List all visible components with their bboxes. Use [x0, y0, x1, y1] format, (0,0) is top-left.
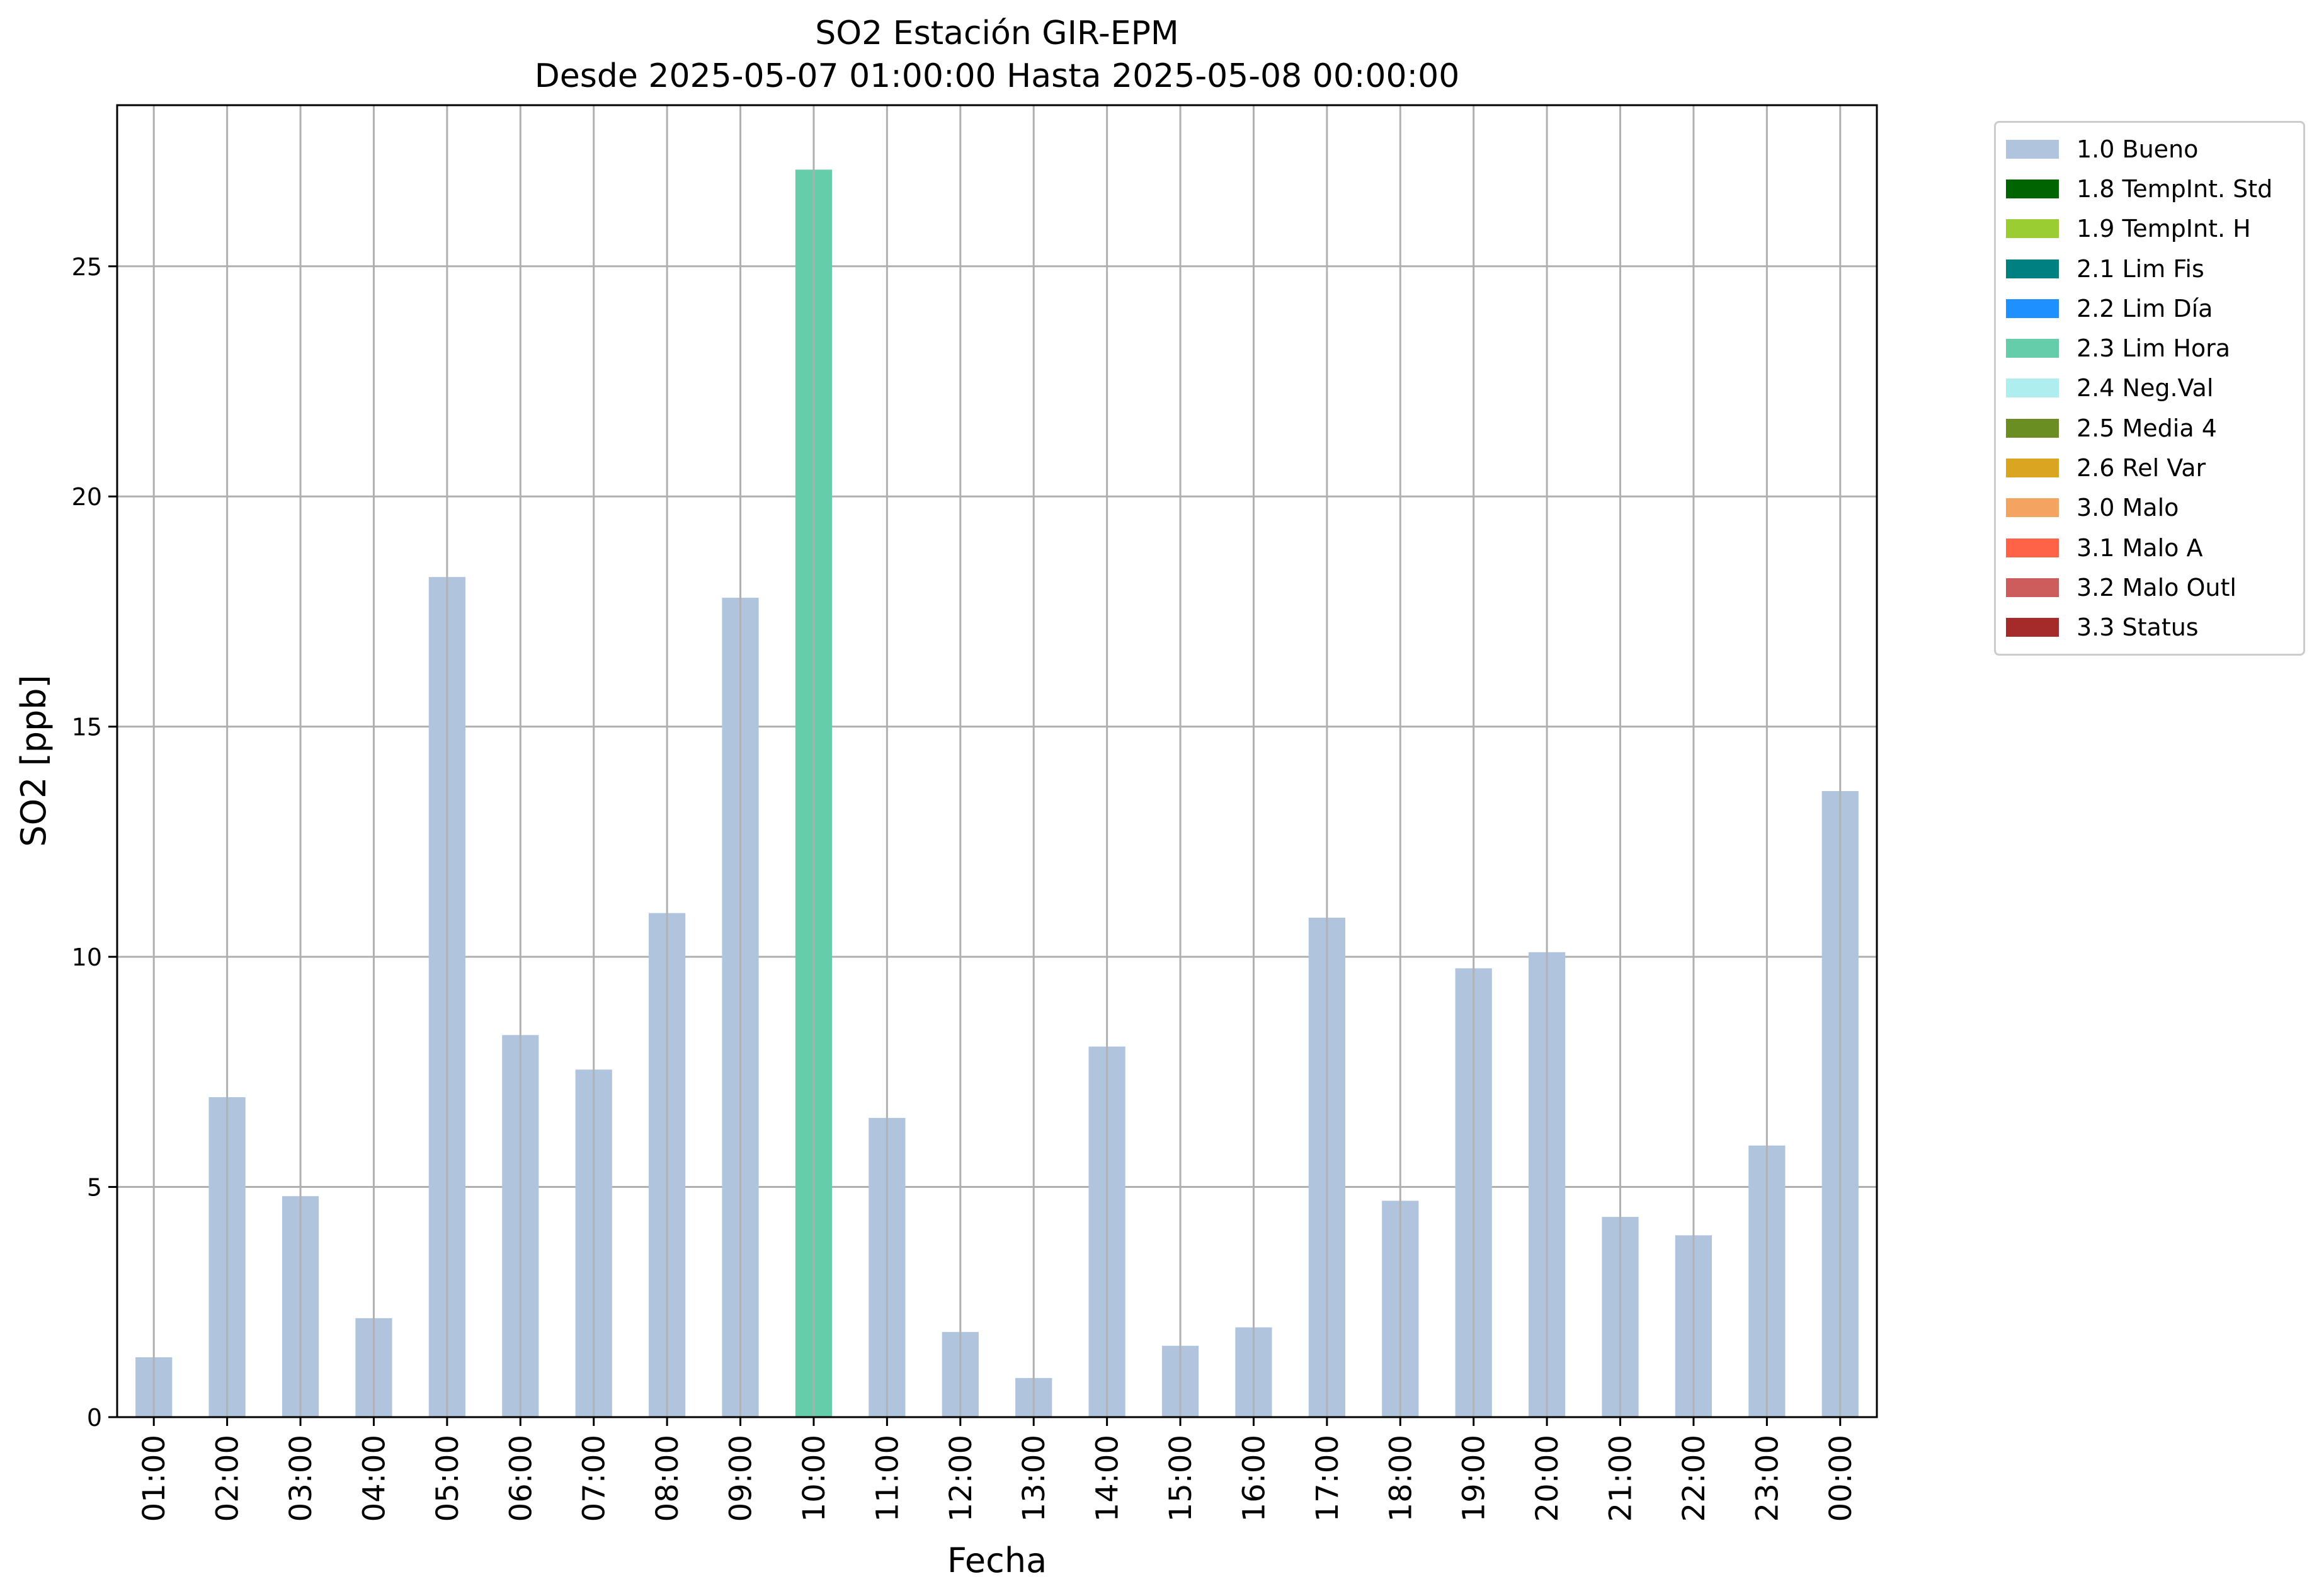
legend-label: 2.4 Neg.Val: [2077, 374, 2214, 402]
legend-item: 1.0 Bueno: [2006, 129, 2294, 169]
chart-subtitle: Desde 2025-05-07 01:00:00 Hasta 2025-05-…: [535, 57, 1460, 95]
legend-item: 1.9 TempInt. H: [2006, 209, 2294, 249]
legend-label: 3.3 Status: [2077, 613, 2199, 642]
bars: [135, 169, 1859, 1418]
legend-swatch: [2006, 139, 2059, 159]
legend-swatch: [2006, 259, 2059, 278]
x-tick-label: 08:00: [650, 1435, 685, 1522]
legend-swatch: [2006, 379, 2059, 398]
legend-item: 2.5 Media 4: [2006, 408, 2294, 448]
x-tick-label: 07:00: [577, 1435, 612, 1522]
y-tick-label: 20: [72, 483, 102, 511]
x-tick-label: 04:00: [356, 1435, 392, 1522]
legend-label: 2.3 Lim Hora: [2077, 334, 2231, 363]
legend-item: 3.2 Malo Outl: [2006, 567, 2294, 607]
chart-title: SO2 Estación GIR-EPM: [815, 14, 1179, 52]
x-tick-label: 11:00: [870, 1435, 905, 1522]
legend-item: 2.3 Lim Hora: [2006, 328, 2294, 368]
x-tick-label: 09:00: [724, 1435, 759, 1522]
legend-swatch: [2006, 538, 2059, 557]
y-tick-label: 5: [87, 1174, 102, 1202]
x-tick-label: 15:00: [1163, 1435, 1199, 1522]
x-tick-label: 12:00: [943, 1435, 979, 1522]
y-tick-label: 10: [72, 943, 102, 971]
legend-label: 3.2 Malo Outl: [2077, 573, 2236, 601]
x-tick-label: 13:00: [1017, 1435, 1052, 1522]
x-tick-label: 06:00: [503, 1435, 538, 1522]
legend-item: 2.4 Neg.Val: [2006, 368, 2294, 408]
legend-label: 3.0 Malo: [2077, 494, 2179, 522]
x-axis: 01:00 02:00 03:00 04:00 05:00 06:00 07:00 08:00…: [137, 1417, 1859, 1522]
legend-item: 3.1 Malo A: [2006, 528, 2294, 567]
x-tick-label: 16:00: [1236, 1435, 1272, 1522]
x-gridlines-over-bars: [152, 169, 1842, 1417]
legend-label: 3.1 Malo A: [2077, 533, 2203, 562]
legend-swatch: [2006, 339, 2059, 358]
x-tick-label: 14:00: [1090, 1435, 1125, 1522]
x-tick-label: 23:00: [1750, 1435, 1785, 1522]
x-tick-label: 22:00: [1677, 1435, 1712, 1522]
legend-item: 3.3 Status: [2006, 608, 2294, 647]
x-tick-label: 02:00: [210, 1435, 246, 1522]
legend-label: 2.5 Media 4: [2077, 414, 2217, 442]
legend-swatch: [2006, 498, 2059, 518]
legend-label: 1.9 TempInt. H: [2077, 215, 2251, 243]
legend-item: 2.6 Rel Var: [2006, 448, 2294, 487]
plot-frame: [116, 104, 1878, 1418]
x-gridlines: [152, 105, 1842, 1417]
legend-swatch: [2006, 578, 2059, 597]
x-tick-label: 19:00: [1457, 1435, 1492, 1522]
legend-swatch: [2006, 459, 2059, 478]
legend-label: 1.0 Bueno: [2077, 135, 2199, 163]
x-tick-label: 00:00: [1823, 1435, 1859, 1522]
x-tick-label: 18:00: [1383, 1435, 1418, 1522]
x-tick-label: 01:00: [137, 1435, 172, 1522]
legend-label: 2.2 Lim Día: [2077, 294, 2213, 322]
y-axis-label: SO2 [ppb]: [14, 675, 54, 846]
legend-swatch: [2006, 219, 2059, 239]
legend-label: 2.1 Lim Fis: [2077, 254, 2204, 283]
legend-item: 2.1 Lim Fis: [2006, 249, 2294, 288]
legend-swatch: [2006, 179, 2059, 198]
x-tick-label: 20:00: [1530, 1435, 1565, 1522]
y-tick-label: 0: [87, 1404, 102, 1432]
y-tick-label: 25: [72, 253, 102, 281]
legend-item: 1.8 TempInt. Std: [2006, 169, 2294, 208]
x-tick-label: 10:00: [797, 1435, 832, 1522]
y-tick-label: 15: [72, 714, 102, 741]
x-axis-label: Fecha: [947, 1541, 1047, 1580]
legend-swatch: [2006, 418, 2059, 438]
legend-swatch: [2006, 299, 2059, 318]
x-tick-label: 17:00: [1310, 1435, 1345, 1522]
x-tick-label: 05:00: [430, 1435, 465, 1522]
legend-swatch: [2006, 618, 2059, 637]
legend: 1.0 Bueno 1.8 TempInt. Std 1.9 TempInt. H 2…: [1994, 121, 2305, 656]
legend-label: 2.6 Rel Var: [2077, 454, 2206, 482]
legend-label: 1.8 TempInt. Std: [2077, 174, 2273, 203]
y-axis: 0 5 10 15 20 25: [72, 253, 117, 1432]
x-tick-label: 21:00: [1604, 1435, 1639, 1522]
x-tick-label: 03:00: [283, 1435, 319, 1522]
legend-item: 3.0 Malo: [2006, 488, 2294, 528]
legend-item: 2.2 Lim Día: [2006, 288, 2294, 328]
